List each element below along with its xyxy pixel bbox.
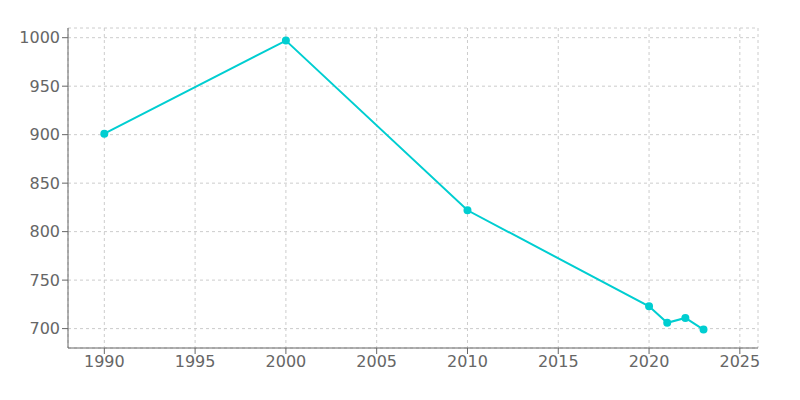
svg-text:850: 850: [29, 174, 60, 193]
svg-text:2005: 2005: [356, 352, 397, 371]
svg-text:2010: 2010: [447, 352, 488, 371]
svg-text:800: 800: [29, 222, 60, 241]
svg-text:1990: 1990: [84, 352, 125, 371]
svg-text:1995: 1995: [175, 352, 216, 371]
svg-text:900: 900: [29, 125, 60, 144]
svg-text:950: 950: [29, 77, 60, 96]
svg-text:1000: 1000: [19, 28, 60, 47]
svg-text:2015: 2015: [538, 352, 579, 371]
svg-text:2025: 2025: [719, 352, 760, 371]
svg-text:2020: 2020: [629, 352, 670, 371]
svg-text:2000: 2000: [266, 352, 307, 371]
svg-text:750: 750: [29, 271, 60, 290]
svg-text:700: 700: [29, 319, 60, 338]
